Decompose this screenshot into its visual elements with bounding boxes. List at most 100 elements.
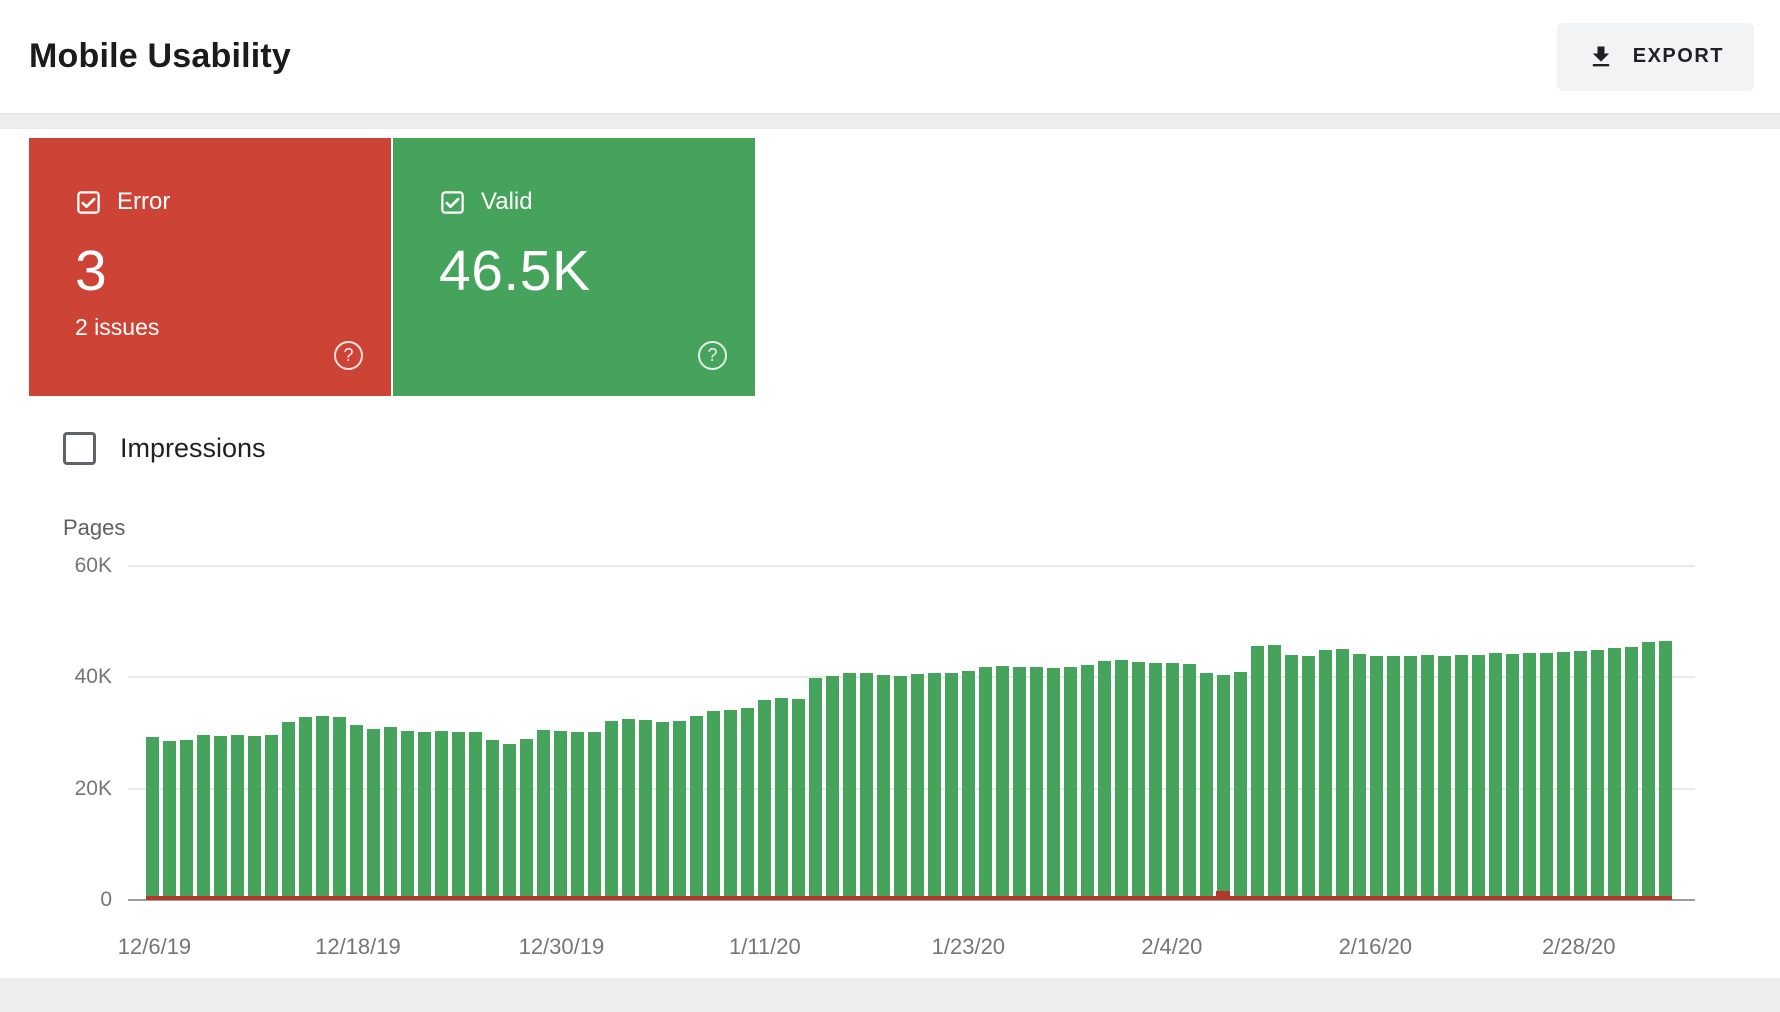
valid-bar[interactable] [1166,662,1179,900]
valid-bar[interactable] [1540,652,1553,900]
valid-bar[interactable] [1608,648,1621,900]
valid-bar[interactable] [622,719,635,900]
valid-bar[interactable] [1217,674,1230,900]
valid-bar[interactable] [1285,654,1298,900]
valid-bar[interactable] [299,716,312,900]
valid-bar[interactable] [758,699,771,900]
valid-bar[interactable] [877,675,890,900]
valid-bar[interactable] [418,731,431,900]
valid-bar[interactable] [1115,660,1128,900]
valid-card[interactable]: Valid 46.5K ? [393,138,755,396]
valid-bar[interactable] [588,731,601,900]
valid-bar[interactable] [962,670,975,900]
help-icon[interactable]: ? [698,341,727,370]
valid-bar[interactable] [452,732,465,900]
valid-bar[interactable] [1421,655,1434,900]
valid-bar[interactable] [1234,671,1247,900]
valid-bar[interactable] [1659,641,1672,900]
valid-bar[interactable] [809,678,822,900]
valid-bar[interactable] [724,709,737,900]
valid-bar[interactable] [1557,651,1570,900]
impressions-checkbox[interactable]: Impressions [63,432,266,465]
valid-bar[interactable] [1081,665,1094,900]
valid-bar[interactable] [146,736,159,900]
valid-bar[interactable] [231,735,244,900]
valid-bar[interactable] [1013,667,1026,900]
valid-bar[interactable] [333,717,346,900]
valid-bar[interactable] [486,739,499,900]
valid-bar[interactable] [537,729,550,900]
valid-bar[interactable] [1489,653,1502,900]
valid-bar[interactable] [163,740,176,900]
valid-bar[interactable] [656,722,669,900]
valid-bar[interactable] [1523,652,1536,900]
valid-bar[interactable] [690,715,703,900]
valid-bar[interactable] [1268,645,1281,900]
valid-bar[interactable] [1200,673,1213,900]
valid-bar[interactable] [197,735,210,900]
valid-bar[interactable] [469,731,482,900]
valid-bar[interactable] [1353,653,1366,900]
valid-bar[interactable] [520,738,533,900]
valid-bar[interactable] [401,730,414,900]
valid-bar[interactable] [554,730,567,900]
valid-bar[interactable] [435,731,448,900]
valid-bar[interactable] [1302,655,1315,900]
valid-bar[interactable] [1132,662,1145,900]
valid-bar[interactable] [350,724,363,900]
valid-bar[interactable] [1506,653,1519,900]
valid-bar[interactable] [911,674,924,900]
valid-bar[interactable] [384,727,397,900]
impressions-checkbox-box[interactable] [63,432,96,465]
valid-bar[interactable] [741,707,754,900]
valid-bar[interactable] [945,672,958,900]
valid-bar[interactable] [1047,667,1060,900]
valid-bar[interactable] [928,673,941,900]
valid-bar[interactable] [214,735,227,900]
valid-bar[interactable] [860,672,873,900]
valid-bar[interactable] [367,728,380,900]
valid-bar[interactable] [843,673,856,900]
valid-bar[interactable] [265,734,278,900]
valid-bar[interactable] [1472,654,1485,900]
valid-bar[interactable] [282,722,295,900]
valid-bar[interactable] [605,720,618,900]
valid-bar[interactable] [1336,648,1349,900]
valid-bar[interactable] [1319,650,1332,900]
export-button[interactable]: EXPORT [1556,22,1754,91]
x-tick-label: 1/23/20 [931,934,1006,959]
valid-bar[interactable] [1183,663,1196,900]
valid-bar[interactable] [1625,647,1638,900]
bars[interactable] [146,566,1672,900]
error-card[interactable]: Error 3 2 issues ? [29,138,391,396]
valid-bar[interactable] [1455,655,1468,900]
valid-bar[interactable] [1642,641,1655,900]
valid-bar[interactable] [996,665,1009,900]
valid-bar[interactable] [979,666,992,900]
valid-bar[interactable] [1098,661,1111,900]
valid-bar[interactable] [707,711,720,900]
valid-bar[interactable] [571,732,584,900]
help-icon[interactable]: ? [334,341,363,370]
valid-bar[interactable] [1404,655,1417,900]
valid-bar[interactable] [1370,655,1383,900]
valid-bar[interactable] [1438,656,1451,900]
valid-bar[interactable] [826,676,839,900]
valid-bar[interactable] [1251,646,1264,900]
error-card-header: Error [75,188,391,216]
valid-bar[interactable] [316,715,329,900]
valid-bar[interactable] [792,698,805,900]
valid-bar[interactable] [1064,666,1077,900]
valid-bar[interactable] [1387,656,1400,900]
valid-bar[interactable] [180,739,193,900]
valid-bar[interactable] [1149,663,1162,900]
valid-bar[interactable] [639,720,652,900]
valid-bar[interactable] [503,743,516,900]
valid-bar[interactable] [1030,666,1043,900]
valid-bar[interactable] [673,721,686,900]
valid-bar[interactable] [894,675,907,900]
valid-bar[interactable] [1574,650,1587,900]
valid-bar[interactable] [775,697,788,900]
valid-bar[interactable] [1591,649,1604,900]
valid-bar[interactable] [248,735,261,900]
